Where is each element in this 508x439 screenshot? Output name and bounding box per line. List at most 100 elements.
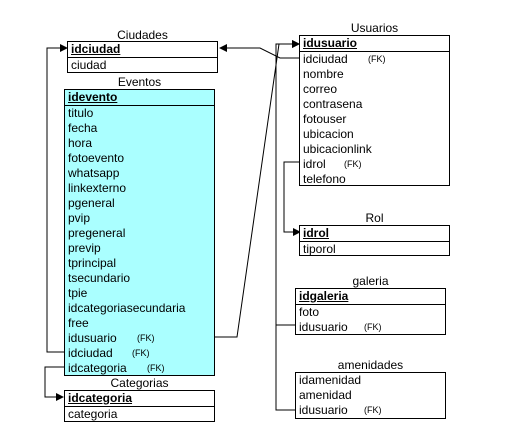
field-name: idamenidad [299, 373, 362, 387]
field-name: pvip [68, 211, 91, 225]
link-usuarios-rol [283, 161, 301, 236]
field-name: foto [299, 305, 320, 319]
fk-marker: (FK) [364, 322, 382, 332]
field-name: idciudad [303, 52, 348, 66]
link-amenidades-usuarios [275, 44, 295, 411]
field-name: tsecundario [68, 271, 131, 285]
usuarios-field-ubicacionlink: ubicacionlink [300, 142, 449, 157]
usuarios-field-telefono: telefono [300, 172, 449, 187]
usuarios-field-idciudad: idciudad (FK) [300, 52, 449, 67]
usuarios-field-nombre: nombre [300, 67, 449, 82]
field-name: idgaleria [299, 289, 349, 303]
amenidades-field-idusuario: idusuario (FK) [296, 403, 445, 418]
field-name: categoria [68, 407, 118, 421]
eventos-field-tprincipal: tprincipal [65, 256, 214, 271]
field-name: previp [68, 241, 101, 255]
field-name: idusuario [299, 320, 348, 334]
link-eventos-ciudades [46, 44, 68, 353]
field-name: ubicacionlink [303, 142, 372, 156]
fk-marker: (FK) [364, 405, 382, 415]
field-name: idrol [303, 157, 326, 171]
fk-marker: (FK) [132, 348, 150, 358]
fk-marker: (FK) [147, 363, 165, 373]
field-name: whatsapp [68, 166, 120, 180]
eventos-field-idusuario: idusuario (FK) [65, 331, 214, 346]
usuarios-field-correo: correo [300, 82, 449, 97]
usuarios-title: Usuarios [350, 21, 399, 35]
field-name: idciudad [68, 346, 113, 360]
ciudades-entity[interactable]: idciudad ciudad [67, 41, 218, 73]
eventos-field-idevento: idevento [65, 90, 214, 106]
galeria-entity[interactable]: idgaleria foto idusuario (FK) [295, 288, 446, 335]
amenidades-field-idamenidad: idamenidad [296, 373, 445, 388]
eventos-field-hora: hora [65, 136, 214, 151]
eventos-field-fecha: fecha [65, 121, 214, 136]
field-name: idevento [68, 90, 118, 104]
eventos-field-titulo: titulo [65, 106, 214, 121]
eventos-field-whatsapp: whatsapp [65, 166, 214, 181]
rol-entity[interactable]: idrol tiporol [299, 225, 450, 256]
field-name: hora [68, 136, 93, 150]
link-usuarios-ciudades [219, 44, 300, 59]
field-name: idusuario [299, 403, 348, 417]
eventos-title: Eventos [117, 75, 162, 89]
rol-title: Rol [365, 211, 384, 225]
field-name: pregeneral [68, 226, 126, 240]
field-name: idciudad [71, 42, 121, 56]
categorias-field-categoria: categoria [65, 407, 214, 422]
field-name: amenidad [299, 388, 352, 402]
field-name: linkexterno [68, 181, 127, 195]
field-name: fecha [68, 121, 98, 135]
field-name: ciudad [71, 58, 107, 72]
link-eventos-categorias [44, 366, 67, 401]
usuarios-field-ubicacion: ubicacion [300, 127, 449, 142]
eventos-field-previp: previp [65, 241, 214, 256]
fk-marker: (FK) [344, 159, 362, 169]
rol-field-tiporol: tiporol [300, 242, 449, 257]
ciudades-field-idciudad: idciudad [68, 42, 217, 58]
amenidades-field-amenidad: amenidad [296, 388, 445, 403]
field-name: nombre [303, 67, 344, 81]
amenidades-title: amenidades [337, 358, 404, 372]
usuarios-entity[interactable]: idusuario idciudad (FK) nombre correo contras… [299, 35, 450, 186]
link-eventos-usuarios [215, 40, 300, 338]
field-name: tprincipal [68, 256, 117, 270]
eventos-field-tpie: tpie [65, 286, 214, 301]
ciudades-field-ciudad: ciudad [68, 58, 217, 73]
field-name: telefono [303, 172, 346, 186]
eventos-field-free: free [65, 316, 214, 331]
field-name: idrol [303, 226, 329, 240]
galeria-field-idgaleria: idgaleria [296, 289, 445, 305]
field-name: free [68, 316, 89, 330]
field-name: fotoevento [68, 151, 125, 165]
amenidades-entity[interactable]: idamenidad amenidad idusuario (FK) [295, 372, 446, 419]
categorias-title: Categorias [110, 376, 169, 390]
usuarios-field-contrasena: contrasena [300, 97, 449, 112]
eventos-field-linkexterno: linkexterno [65, 181, 214, 196]
usuarios-field-fotouser: fotouser [300, 112, 449, 127]
field-name: pgeneral [68, 196, 115, 210]
field-name: tpie [68, 286, 88, 300]
galeria-title: galeria [352, 274, 389, 288]
eventos-field-idcategoriasecundaria: idcategoriasecundaria [65, 301, 214, 316]
eventos-field-pregeneral: pregeneral [65, 226, 214, 241]
eventos-field-idciudad: idciudad (FK) [65, 346, 214, 361]
eventos-entity[interactable]: idevento titulo fecha hora fotoevento whatsap… [64, 89, 215, 376]
categorias-field-idcategoria: idcategoria [65, 391, 214, 407]
ciudades-title: Ciudades [117, 28, 168, 42]
field-name: titulo [68, 106, 94, 120]
field-name: idcategoria [68, 361, 127, 375]
eventos-field-tsecundario: tsecundario [65, 271, 214, 286]
rol-field-idrol: idrol [300, 226, 449, 242]
eventos-field-pgeneral: pgeneral [65, 196, 214, 211]
categorias-entity[interactable]: idcategoria categoria [64, 390, 215, 422]
eventos-field-pvip: pvip [65, 211, 214, 226]
field-name: tiporol [303, 242, 336, 256]
fk-marker: (FK) [368, 54, 386, 64]
eventos-field-fotoevento: fotoevento [65, 151, 214, 166]
field-name: idcategoria [68, 391, 133, 405]
usuarios-field-idusuario: idusuario [300, 36, 449, 52]
field-name: contrasena [303, 97, 363, 111]
field-name: idusuario [303, 36, 358, 50]
